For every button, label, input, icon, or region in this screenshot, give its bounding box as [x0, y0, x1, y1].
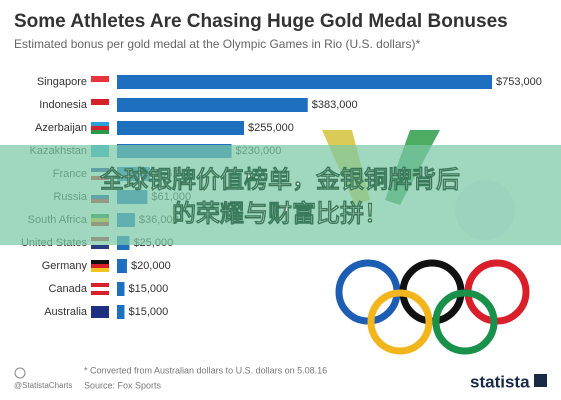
- flag-stripe: [91, 306, 109, 312]
- flag-stripe: [91, 105, 109, 111]
- bar: [117, 259, 127, 273]
- flag-stripe: [91, 264, 109, 268]
- flag-stripe: [91, 245, 109, 249]
- bar: [117, 305, 125, 319]
- bar: [117, 75, 492, 89]
- overlay-banner: [0, 145, 561, 245]
- flag-stripe: [91, 122, 109, 126]
- brand: statista: [470, 372, 530, 391]
- flag-stripe: [91, 130, 109, 134]
- footnote: * Converted from Australian dollars to U…: [84, 365, 327, 375]
- chart-title: Some Athletes Are Chasing Huge Gold Meda…: [14, 11, 508, 32]
- brand-icon: [534, 374, 547, 387]
- ring: [367, 289, 433, 355]
- value-label: $20,000: [131, 260, 171, 272]
- category-label: Germany: [42, 260, 88, 272]
- category-label: Australia: [44, 306, 88, 318]
- value-label: $753,000: [496, 76, 542, 88]
- flag-stripe: [91, 291, 109, 295]
- olympic-rings: [335, 259, 530, 355]
- flag-stripe: [91, 268, 109, 272]
- value-label: $255,000: [248, 122, 294, 134]
- ring: [432, 289, 498, 355]
- flag-stripe: [91, 283, 109, 287]
- flag-stripe: [91, 82, 109, 88]
- flag-stripe: [91, 76, 109, 82]
- flag-stripe: [91, 126, 109, 130]
- credit: @StatistaCharts: [14, 381, 72, 390]
- cc-icon: [14, 367, 26, 379]
- overlay-text: 的荣耀与财富比拼！: [172, 199, 388, 227]
- overlay-text: 全球银牌价值榜单，金银铜牌背后: [99, 165, 460, 193]
- source: Source: Fox Sports: [84, 380, 162, 390]
- value-label: $383,000: [312, 99, 358, 111]
- value-label: $15,000: [128, 306, 168, 318]
- bar: [117, 121, 244, 135]
- flag-stripe: [91, 99, 109, 105]
- chart-subtitle: Estimated bonus per gold medal at the Ol…: [14, 37, 421, 51]
- flag-stripe: [91, 287, 109, 291]
- value-label: $15,000: [128, 283, 168, 295]
- category-label: Singapore: [37, 76, 87, 88]
- category-label: Indonesia: [39, 99, 88, 111]
- category-label: Azerbaijan: [35, 122, 87, 134]
- flag-stripe: [91, 312, 109, 318]
- flag-stripe: [91, 260, 109, 264]
- category-label: Canada: [48, 283, 87, 295]
- bar: [117, 98, 308, 112]
- bar: [117, 282, 125, 296]
